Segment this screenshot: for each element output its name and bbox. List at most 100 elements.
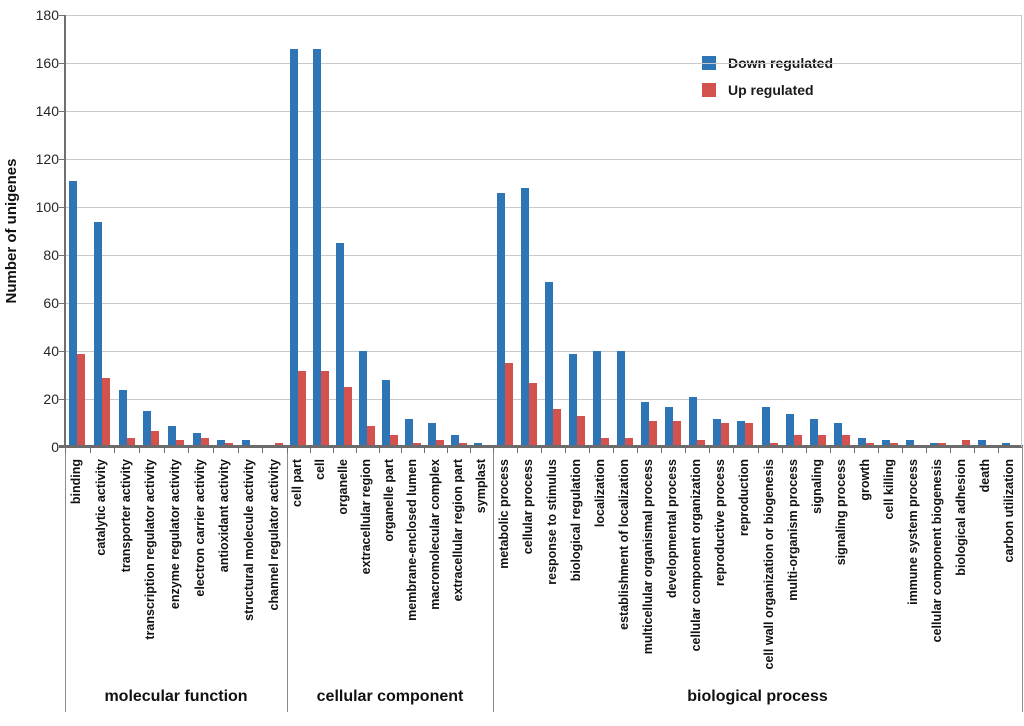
y-axis-tick-label: 20 <box>43 391 59 407</box>
x-axis-tick <box>853 447 855 453</box>
y-axis-tick-label: 120 <box>35 151 59 167</box>
y-axis-tick <box>59 15 65 16</box>
bar-up-regulated <box>505 363 514 445</box>
x-axis-tick <box>287 447 288 453</box>
bar-down-regulated <box>313 49 322 445</box>
bar-down-regulated <box>404 418 413 445</box>
legend-label-up: Up regulated <box>728 82 814 98</box>
x-axis-tick <box>685 447 687 453</box>
bar-down-regulated <box>1001 442 1010 445</box>
x-axis-tick <box>589 447 591 453</box>
x-axis-tick <box>188 447 190 453</box>
category-label: carbon utilization <box>1001 459 1016 563</box>
category-label: channel regulator activity <box>266 459 281 611</box>
section-label: molecular function <box>104 688 248 705</box>
y-axis-tick-label: 60 <box>43 295 59 311</box>
legend-swatch-up-icon <box>702 83 716 97</box>
bar-up-regulated <box>367 425 376 445</box>
bar-down-regulated <box>761 406 770 445</box>
y-axis-tick <box>59 159 65 160</box>
section-divider <box>493 447 494 712</box>
category-label: transporter activity <box>118 459 133 573</box>
category-label: enzyme regulator activity <box>168 459 182 610</box>
gridline <box>65 207 1022 208</box>
x-axis-tick <box>757 447 759 453</box>
x-axis-tick <box>733 447 735 453</box>
x-axis-tick <box>332 447 334 453</box>
gridline <box>65 63 1022 64</box>
plot-right-border <box>1021 15 1022 447</box>
category-label: membrane-enclosed lumen <box>404 459 419 621</box>
category-label: reproduction <box>737 459 752 537</box>
bar-down-regulated <box>641 401 650 445</box>
x-axis-tick <box>424 447 426 453</box>
bar-down-regulated <box>473 442 482 445</box>
bar-up-regulated <box>553 409 562 445</box>
category-label: multi-organism process <box>785 459 800 601</box>
x-axis-tick <box>309 447 311 453</box>
bar-down-regulated <box>713 418 722 445</box>
x-axis-tick <box>139 447 140 453</box>
bar-up-regulated <box>769 442 778 445</box>
category-label: signaling <box>809 459 824 514</box>
bar-down-regulated <box>69 181 78 445</box>
bar-up-regulated <box>961 440 970 445</box>
bar-down-regulated <box>242 440 250 445</box>
x-axis-tick <box>901 447 903 453</box>
bar-down-regulated <box>689 397 698 445</box>
bar-up-regulated <box>274 442 283 445</box>
bar-down-regulated <box>217 440 226 445</box>
bar-up-regulated <box>200 437 209 445</box>
bar-up-regulated <box>77 353 86 445</box>
bar-up-regulated <box>102 377 110 445</box>
bar-down-regulated <box>593 351 602 445</box>
x-axis-tick <box>89 447 91 453</box>
category-label: catalytic activity <box>94 459 108 556</box>
bar-up-regulated <box>937 442 946 445</box>
bar-down-regulated <box>290 49 299 445</box>
category-label: establishment of localization <box>617 459 632 630</box>
category-label: binding <box>69 459 84 505</box>
bar-up-regulated <box>577 416 586 445</box>
y-axis-tick <box>59 63 65 64</box>
x-axis-tick <box>470 447 472 453</box>
bar-down-regulated <box>569 353 578 445</box>
x-axis-tick <box>237 447 239 453</box>
bar-down-regulated <box>737 421 746 445</box>
bar-up-regulated <box>601 437 610 445</box>
x-axis-tick <box>997 447 999 453</box>
x-axis-tick <box>709 447 711 453</box>
y-axis-tick <box>59 255 65 256</box>
x-axis-tick <box>378 447 380 453</box>
category-label: cell <box>313 459 328 480</box>
x-axis-tick <box>447 447 449 453</box>
bar-up-regulated <box>225 442 234 445</box>
category-label: extracellular region <box>359 459 374 575</box>
category-label: immune system process <box>905 459 920 605</box>
bar-up-regulated <box>151 430 160 445</box>
x-axis-tick <box>805 447 807 453</box>
category-label: macromolecular complex <box>427 459 442 610</box>
gridline <box>65 399 1022 400</box>
y-axis-tick <box>59 351 65 352</box>
y-axis-tick-label: 160 <box>35 55 59 71</box>
x-axis-tick <box>829 447 831 453</box>
bar-up-regulated <box>435 440 444 445</box>
category-label: reproductive process <box>713 459 728 587</box>
gridline <box>65 15 1022 16</box>
category-label: cell killing <box>881 459 896 520</box>
bar-up-regulated <box>649 421 658 445</box>
bar-down-regulated <box>929 442 938 445</box>
x-axis-tick <box>493 447 494 453</box>
x-axis-tick <box>355 447 357 453</box>
bar-down-regulated <box>545 281 554 445</box>
x-axis-tick <box>65 447 66 453</box>
category-label: death <box>977 459 992 493</box>
bar-down-regulated <box>336 243 345 445</box>
section-divider <box>1022 447 1023 712</box>
x-axis-tick <box>262 447 264 453</box>
bar-down-regulated <box>118 389 127 445</box>
gridline <box>65 351 1022 352</box>
bar-down-regulated <box>427 423 436 445</box>
